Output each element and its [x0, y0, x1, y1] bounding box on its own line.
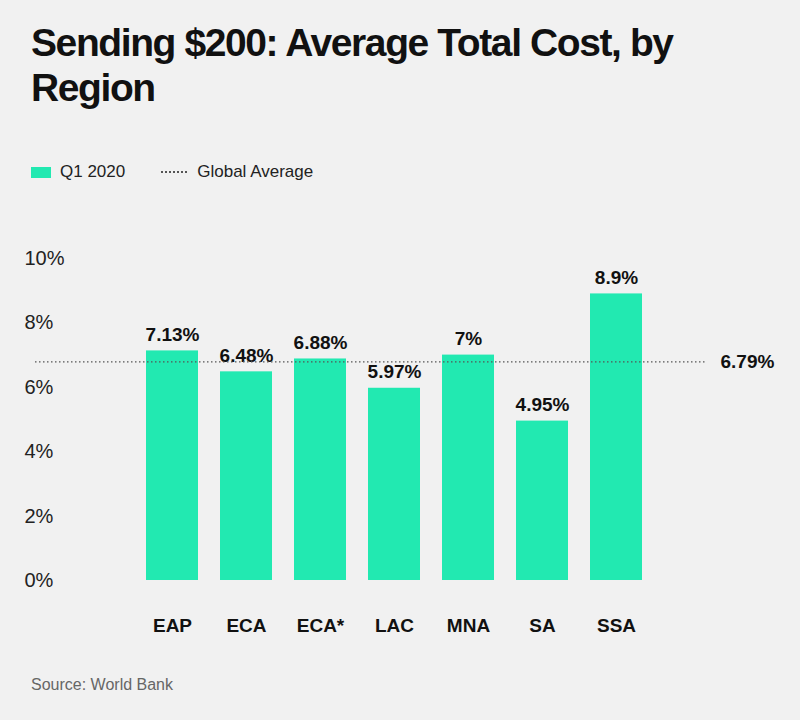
- html-text:Global Average: Global Average: [197, 162, 314, 181]
- svg-text:4%: 4%: [25, 440, 54, 462]
- svg-text:ECA: ECA: [226, 615, 266, 636]
- html-text:Sending $200: Average Total Co: Sending $200: Average Total Cost, by Reg…: [31, 21, 673, 109]
- svg-text:4.95%: 4.95%: [516, 394, 570, 415]
- svg-text:ECA*: ECA*: [297, 615, 345, 636]
- svg-text:EAP: EAP: [153, 615, 192, 636]
- svg-text:0%: 0%: [25, 569, 54, 591]
- svg-text:8.9%: 8.9%: [595, 267, 638, 288]
- svg-text:6.79%: 6.79%: [721, 351, 775, 372]
- svg-text:LAC: LAC: [375, 615, 414, 636]
- svg-text:10%: 10%: [25, 247, 65, 269]
- svg-text:6%: 6%: [25, 376, 54, 398]
- svg-text:8%: 8%: [25, 311, 54, 333]
- svg-text:MNA: MNA: [447, 615, 491, 636]
- svg-text:7.13%: 7.13%: [146, 324, 200, 345]
- svg-text:2%: 2%: [25, 505, 54, 527]
- svg-text:7%: 7%: [455, 328, 483, 349]
- svg-text:SSA: SSA: [597, 615, 636, 636]
- svg-text:SA: SA: [529, 615, 556, 636]
- svg-text:6.88%: 6.88%: [294, 332, 348, 353]
- svg-text:5.97%: 5.97%: [368, 361, 422, 382]
- svg-text:6.48%: 6.48%: [220, 345, 274, 366]
- html-text:Q1 2020: Q1 2020: [60, 162, 126, 181]
- html-text:Source: World Bank: Source: World Bank: [31, 676, 173, 693]
